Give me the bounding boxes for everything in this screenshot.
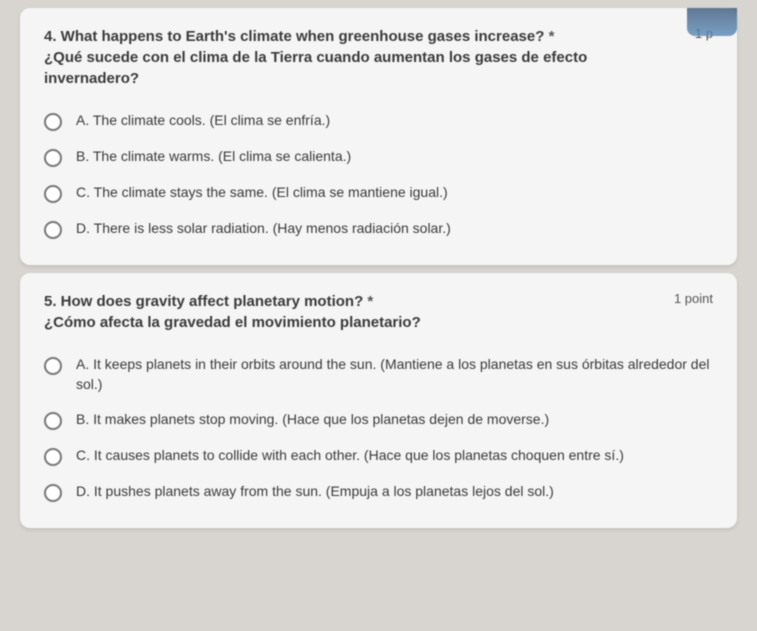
question-header: 5. How does gravity affect planetary mot… xyxy=(44,291,713,347)
camera-artifact xyxy=(687,8,737,36)
radio-icon xyxy=(44,484,62,502)
option-c[interactable]: C. It causes planets to collide with eac… xyxy=(44,438,713,474)
question-text-en: 5. How does gravity affect planetary mot… xyxy=(44,293,363,310)
option-text: C. The climate stays the same. (El clima… xyxy=(76,183,448,203)
radio-icon xyxy=(44,113,62,131)
option-d[interactable]: D. It pushes planets away from the sun. … xyxy=(44,474,713,510)
question-text-en: 4. What happens to Earth's climate when … xyxy=(44,28,544,45)
option-text: B. The climate warms. (El clima se calie… xyxy=(76,147,351,167)
option-b[interactable]: B. It makes planets stop moving. (Hace q… xyxy=(44,402,713,438)
question-card-4: 4. What happens to Earth's climate when … xyxy=(20,8,737,265)
question-text: 4. What happens to Earth's climate when … xyxy=(44,26,679,89)
question-card-5: 5. How does gravity affect planetary mot… xyxy=(20,273,737,528)
question-text: 5. How does gravity affect planetary mot… xyxy=(44,291,658,333)
option-text: B. It makes planets stop moving. (Hace q… xyxy=(76,410,549,430)
radio-icon xyxy=(44,448,62,466)
question-header: 4. What happens to Earth's climate when … xyxy=(44,26,713,103)
option-b[interactable]: B. The climate warms. (El clima se calie… xyxy=(44,139,713,175)
required-mark: * xyxy=(549,28,555,45)
question-text-es: ¿Cómo afecta la gravedad el movimiento p… xyxy=(44,314,421,331)
required-mark: * xyxy=(367,293,373,310)
option-c[interactable]: C. The climate stays the same. (El clima… xyxy=(44,175,713,211)
option-text: A. It keeps planets in their orbits arou… xyxy=(76,355,713,394)
option-d[interactable]: D. There is less solar radiation. (Hay m… xyxy=(44,211,713,247)
radio-icon xyxy=(44,185,62,203)
points-label: 1 point xyxy=(674,291,713,306)
option-text: D. There is less solar radiation. (Hay m… xyxy=(76,219,451,239)
option-text: D. It pushes planets away from the sun. … xyxy=(76,482,554,502)
radio-icon xyxy=(44,357,62,375)
option-a[interactable]: A. It keeps planets in their orbits arou… xyxy=(44,347,713,402)
option-a[interactable]: A. The climate cools. (El clima se enfrí… xyxy=(44,103,713,139)
question-text-es: ¿Qué sucede con el clima de la Tierra cu… xyxy=(44,49,587,87)
radio-icon xyxy=(44,412,62,430)
option-text: A. The climate cools. (El clima se enfrí… xyxy=(76,111,330,131)
radio-icon xyxy=(44,221,62,239)
radio-icon xyxy=(44,149,62,167)
option-text: C. It causes planets to collide with eac… xyxy=(76,446,624,466)
